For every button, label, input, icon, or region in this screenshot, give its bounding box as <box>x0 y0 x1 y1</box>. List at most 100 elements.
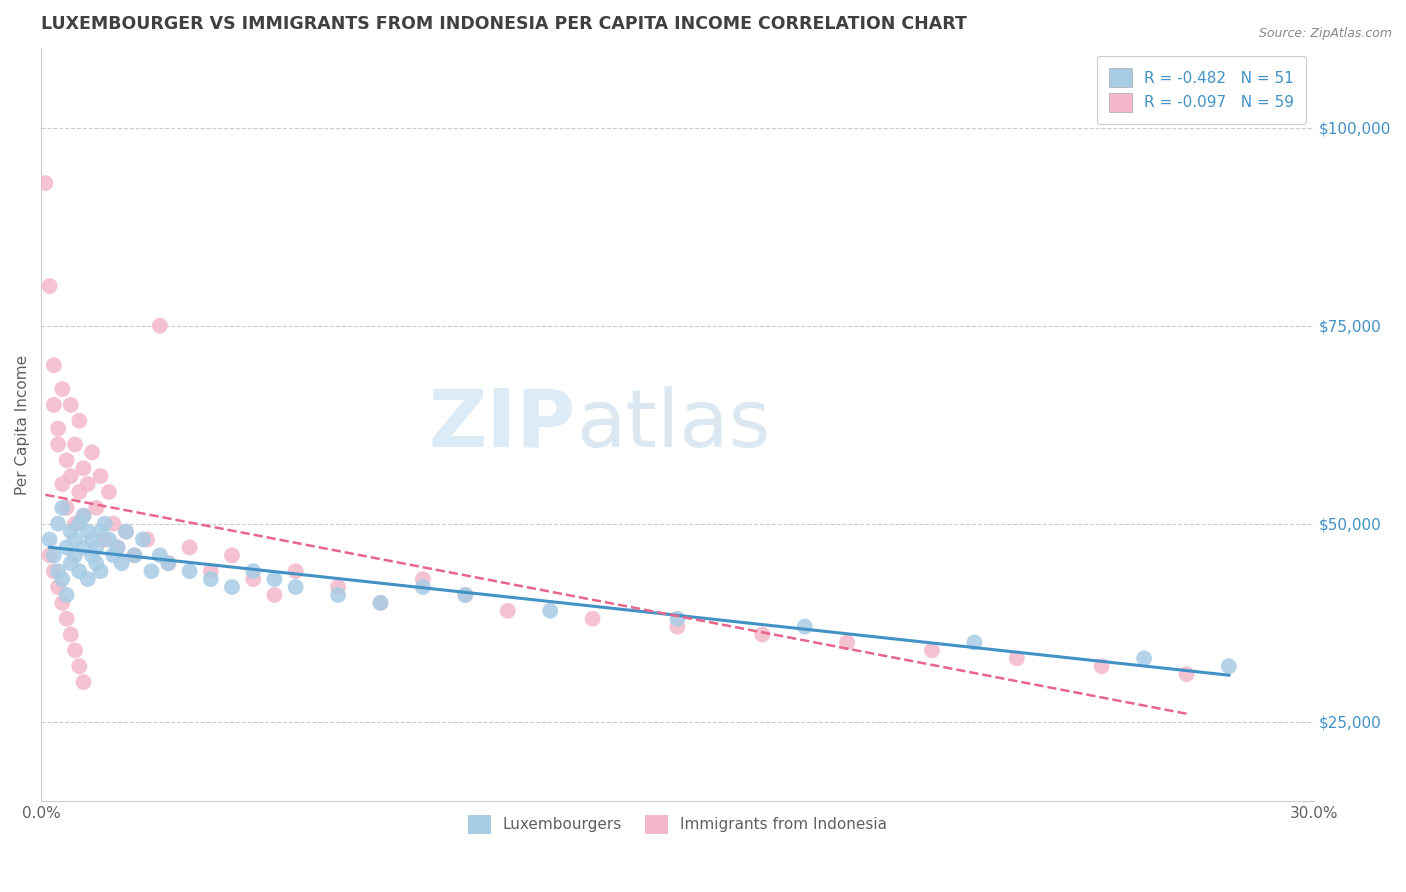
Point <box>98 485 121 500</box>
Point <box>221 549 243 563</box>
Point <box>72 541 94 555</box>
Point <box>149 549 172 563</box>
Point <box>837 635 859 649</box>
Point <box>1175 667 1198 681</box>
Point <box>284 564 307 578</box>
Point <box>115 524 138 539</box>
Point <box>51 500 73 515</box>
Point <box>132 533 155 547</box>
Point <box>72 508 94 523</box>
Point <box>76 477 98 491</box>
Point <box>242 564 264 578</box>
Point <box>124 549 146 563</box>
Point <box>157 556 180 570</box>
Point <box>1005 651 1028 665</box>
Point <box>63 643 86 657</box>
Point <box>46 516 69 531</box>
Point <box>111 556 134 570</box>
Point <box>72 675 94 690</box>
Point <box>51 596 73 610</box>
Text: atlas: atlas <box>575 385 770 464</box>
Point <box>103 516 125 531</box>
Point <box>80 533 103 547</box>
Point <box>1091 659 1114 673</box>
Point <box>496 604 519 618</box>
Point <box>141 564 163 578</box>
Point <box>63 516 86 531</box>
Point <box>263 588 285 602</box>
Point <box>1218 659 1240 673</box>
Point <box>55 453 77 467</box>
Point <box>84 500 107 515</box>
Point <box>46 437 69 451</box>
Point <box>46 564 69 578</box>
Point <box>921 643 943 657</box>
Point <box>55 612 77 626</box>
Point <box>963 635 986 649</box>
Point <box>84 541 107 555</box>
Point <box>34 176 56 190</box>
Point <box>581 612 603 626</box>
Point <box>454 588 477 602</box>
Point <box>107 541 129 555</box>
Point <box>59 556 82 570</box>
Point <box>107 541 129 555</box>
Point <box>67 659 90 673</box>
Point <box>89 524 111 539</box>
Point <box>67 414 90 428</box>
Point <box>84 556 107 570</box>
Point <box>42 549 65 563</box>
Point <box>103 549 125 563</box>
Text: LUXEMBOURGER VS IMMIGRANTS FROM INDONESIA PER CAPITA INCOME CORRELATION CHART: LUXEMBOURGER VS IMMIGRANTS FROM INDONESI… <box>41 15 967 33</box>
Point <box>149 318 172 333</box>
Point <box>412 572 434 586</box>
Point <box>93 516 115 531</box>
Point <box>38 279 60 293</box>
Point <box>76 572 98 586</box>
Point <box>326 580 349 594</box>
Point <box>115 524 138 539</box>
Point <box>538 604 561 618</box>
Point <box>136 533 159 547</box>
Point <box>72 461 94 475</box>
Legend: Luxembourgers, Immigrants from Indonesia: Luxembourgers, Immigrants from Indonesia <box>456 803 900 846</box>
Point <box>51 382 73 396</box>
Point <box>242 572 264 586</box>
Point <box>38 549 60 563</box>
Point <box>67 485 90 500</box>
Point <box>200 564 222 578</box>
Point <box>666 620 689 634</box>
Point <box>326 588 349 602</box>
Point <box>454 588 477 602</box>
Point <box>42 398 65 412</box>
Text: ZIP: ZIP <box>429 385 575 464</box>
Point <box>51 477 73 491</box>
Point <box>55 541 77 555</box>
Point <box>89 564 111 578</box>
Point <box>370 596 392 610</box>
Point <box>42 564 65 578</box>
Point <box>46 422 69 436</box>
Y-axis label: Per Capita Income: Per Capita Income <box>15 355 30 495</box>
Point <box>157 556 180 570</box>
Point <box>1133 651 1156 665</box>
Point <box>63 533 86 547</box>
Point <box>80 549 103 563</box>
Point <box>200 572 222 586</box>
Point <box>38 533 60 547</box>
Point <box>59 469 82 483</box>
Text: Source: ZipAtlas.com: Source: ZipAtlas.com <box>1258 27 1392 40</box>
Point <box>63 549 86 563</box>
Point <box>93 533 115 547</box>
Point <box>51 572 73 586</box>
Point <box>46 580 69 594</box>
Point <box>124 549 146 563</box>
Point <box>63 437 86 451</box>
Point <box>67 564 90 578</box>
Point <box>89 469 111 483</box>
Point <box>221 580 243 594</box>
Point <box>263 572 285 586</box>
Point <box>284 580 307 594</box>
Point <box>370 596 392 610</box>
Point <box>751 627 773 641</box>
